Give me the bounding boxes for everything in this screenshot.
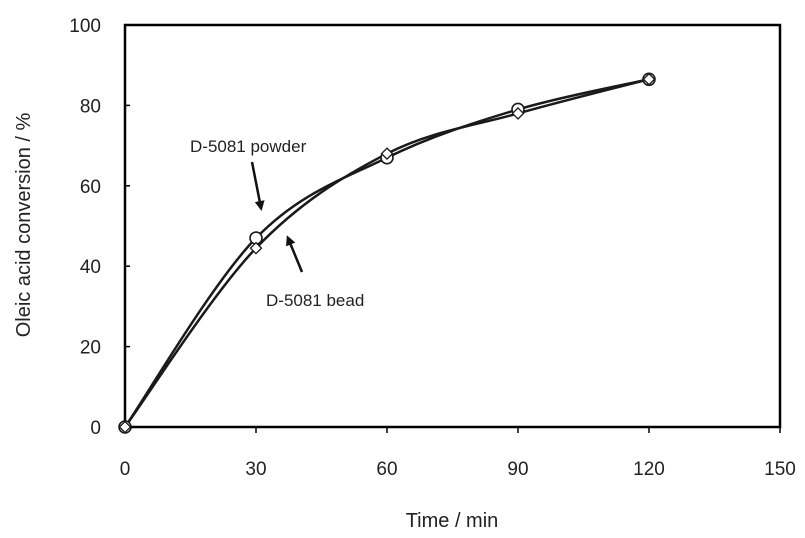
x-tick-label: 0 [120,459,131,480]
x-tick-label: 60 [376,459,397,480]
annotation-arrow [286,235,304,273]
x-tick-label: 30 [245,459,266,480]
diamond-marker [380,147,394,161]
y-tick-label: 20 [80,338,101,359]
plot-area [123,23,782,429]
diamond-marker [511,107,525,120]
series-lines [123,78,650,428]
annotations: D-5081 powder D-5081 bead [190,137,364,310]
x-axis-ticks: 0 30 60 90 120 150 [120,427,796,480]
annotation-label: D-5081 bead [266,291,364,310]
y-axis-ticks: 0 20 40 60 80 100 [69,16,130,439]
y-tick-label: 80 [80,96,101,117]
annotation-arrow [250,161,265,211]
diamond-marker [642,72,656,86]
x-axis-label: Time / min [406,510,499,532]
x-tick-label: 90 [507,459,528,480]
y-axis-label: Oleic acid conversion / % [13,113,35,338]
y-tick-label: 0 [90,418,101,439]
x-tick-label: 150 [764,459,796,480]
annotation-label: D-5081 powder [190,137,307,156]
diamond-marker [249,241,263,255]
x-tick-label: 120 [633,459,665,480]
y-tick-label: 60 [80,177,101,198]
y-tick-label: 100 [69,16,101,37]
data-markers [118,72,656,434]
diamond-marker [118,420,132,434]
series-line-1 [123,78,650,428]
series-line-2 [123,78,650,428]
y-tick-label: 40 [80,257,101,278]
